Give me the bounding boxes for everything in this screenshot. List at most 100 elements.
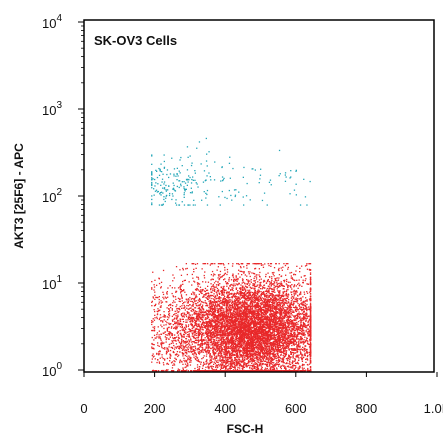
data-point — [229, 299, 231, 301]
data-point — [298, 298, 301, 300]
data-point — [293, 294, 295, 296]
data-point — [273, 299, 275, 302]
data-point — [254, 280, 257, 282]
data-point — [250, 346, 252, 348]
data-point — [222, 362, 224, 364]
data-point — [234, 363, 236, 365]
data-point — [268, 301, 271, 304]
data-point — [281, 334, 283, 336]
data-point — [234, 342, 236, 344]
data-point — [286, 302, 288, 305]
data-point — [196, 288, 198, 290]
data-point — [205, 321, 207, 323]
data-point — [295, 340, 297, 343]
data-point — [287, 323, 289, 325]
data-point — [185, 331, 187, 333]
data-point — [216, 325, 218, 327]
data-point — [218, 304, 220, 306]
data-point — [221, 318, 223, 320]
data-point — [284, 313, 287, 315]
data-point — [290, 340, 292, 343]
data-point — [274, 296, 276, 298]
data-point — [256, 347, 258, 349]
data-point — [236, 303, 238, 305]
data-point — [207, 337, 209, 339]
data-point — [225, 318, 227, 320]
data-point — [151, 336, 153, 339]
data-point — [295, 324, 297, 326]
data-point — [219, 263, 221, 265]
data-point — [309, 272, 312, 274]
data-point — [224, 347, 226, 349]
data-point — [214, 357, 216, 359]
data-point — [229, 301, 231, 303]
data-point — [231, 347, 234, 349]
data-point — [266, 365, 269, 368]
data-point — [252, 272, 255, 274]
data-point — [257, 281, 259, 283]
data-point — [214, 345, 216, 347]
data-point — [286, 297, 289, 299]
data-point — [162, 269, 165, 272]
data-point — [265, 293, 268, 295]
data-point — [197, 315, 199, 317]
data-point — [215, 316, 217, 318]
data-point — [256, 302, 258, 304]
data-point — [219, 297, 221, 299]
data-point — [214, 348, 217, 350]
data-point — [290, 332, 292, 335]
data-point — [258, 363, 261, 365]
data-point — [259, 282, 261, 284]
data-point — [300, 348, 302, 350]
data-point — [179, 359, 181, 361]
data-point — [276, 303, 278, 306]
data-point — [206, 297, 208, 300]
data-point — [183, 341, 185, 343]
data-point — [258, 279, 261, 281]
data-point — [216, 311, 218, 314]
data-point — [151, 305, 153, 307]
data-point — [299, 306, 301, 308]
data-point — [212, 348, 215, 351]
data-point — [223, 311, 226, 313]
data-point — [185, 344, 187, 346]
data-point — [309, 355, 312, 357]
data-point — [303, 347, 305, 349]
data-point — [282, 303, 284, 305]
data-point — [309, 346, 312, 348]
data-point — [257, 344, 260, 346]
data-point — [228, 345, 230, 347]
data-point — [298, 357, 300, 359]
data-point — [218, 322, 220, 324]
data-point — [229, 315, 232, 317]
data-point — [276, 346, 278, 348]
data-point — [237, 307, 239, 309]
data-point — [302, 354, 304, 356]
data-point — [205, 311, 207, 313]
data-point — [280, 297, 282, 299]
data-point — [265, 328, 268, 330]
data-point — [260, 365, 263, 367]
data-point — [225, 319, 228, 321]
data-point — [218, 352, 220, 354]
data-point — [199, 321, 202, 323]
data-point — [280, 367, 282, 370]
data-point — [258, 359, 260, 362]
data-point — [225, 317, 227, 319]
data-point — [234, 351, 237, 353]
data-point — [298, 344, 300, 346]
data-point — [259, 310, 261, 312]
data-point — [168, 313, 171, 315]
data-point — [211, 285, 214, 287]
data-point — [225, 337, 227, 340]
data-point — [235, 364, 237, 366]
data-point — [200, 325, 203, 327]
data-point — [244, 351, 246, 353]
data-point — [285, 283, 287, 285]
data-point — [257, 328, 260, 330]
data-point — [261, 363, 264, 365]
data-point — [203, 343, 205, 345]
data-point — [194, 313, 196, 315]
data-point — [225, 355, 227, 357]
data-point — [265, 320, 267, 322]
